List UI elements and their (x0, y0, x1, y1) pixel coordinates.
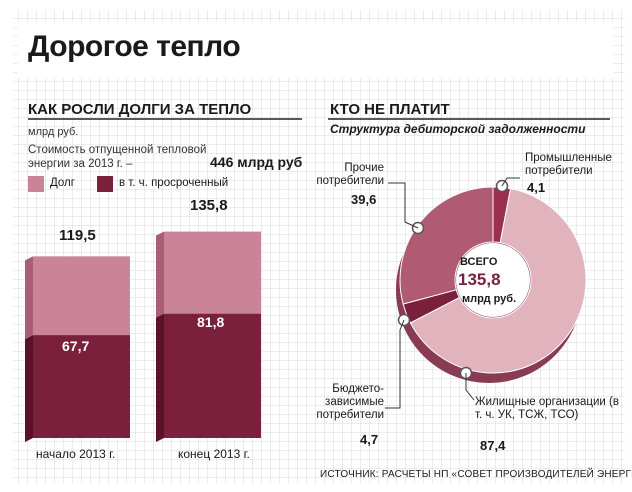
slice-label-other: Прочие потребители (316, 162, 384, 187)
pie-center-top: ВСЕГО (460, 256, 498, 268)
page-title: Дорогое тепло (28, 30, 241, 63)
pie-center-value: 135,8 (458, 270, 501, 289)
legend-swatch-overdue (97, 176, 113, 192)
pie-center-unit: млрд руб. (462, 293, 517, 305)
leader-budget (385, 319, 405, 409)
slice-label-households: Жилищные организации (в т. ч. УК, ТСЖ, Т… (475, 396, 619, 421)
legend-label-debt: Долг (50, 177, 75, 189)
category-label-start: начало 2013 г. (36, 447, 116, 461)
slice-value-budget: 4,7 (360, 432, 379, 447)
left-heading: КАК РОСЛИ ДОЛГИ ЗА ТЕПЛО (28, 101, 252, 118)
bar-side-debt-0 (25, 256, 33, 340)
bar-debt-0 (33, 256, 130, 336)
bar-label-debt-start: 119,5 (59, 227, 96, 244)
pie-chart (396, 179, 587, 383)
bar-label-debt-end: 135,8 (190, 197, 228, 214)
pie-leader-lines (385, 177, 520, 409)
bar-side-debt-1 (156, 231, 164, 318)
slice-other (399, 186, 494, 305)
slice-label-budget: Бюджето-зависимые потребители (316, 383, 384, 421)
category-label-end: конец 2013 г. (178, 447, 250, 461)
leader-industrial (501, 177, 520, 187)
title-panel (18, 22, 613, 78)
slice-value-households: 87,4 (480, 438, 506, 453)
left-note-total: 446 млрд руб (210, 154, 303, 170)
slice-label-industrial: Промышленные потребители (525, 152, 612, 177)
bar-chart (25, 231, 261, 442)
bar-debt-1 (164, 231, 261, 314)
slice-value-other: 39,6 (351, 192, 377, 207)
bar-side-overdue-1 (156, 313, 164, 442)
bar-label-overdue-end: 81,8 (197, 314, 225, 330)
legend-label-overdue: в т. ч. просроченный (119, 177, 229, 189)
left-note: Стоимость отпущенной тепловой энергии за… (28, 144, 207, 170)
legend-swatch-debt (28, 176, 44, 192)
bar-overdue-0 (33, 335, 130, 438)
donut-hole (456, 243, 530, 317)
left-unit: млрд руб. (28, 126, 79, 138)
bar-overdue-1 (164, 313, 261, 438)
leader-other (388, 182, 419, 229)
source-note: ИСТОЧНИК: РАСЧЕТЫ НП «СОВЕТ ПРОИЗВОДИТЕЛ… (320, 469, 632, 480)
right-subtitle: Структура дебиторской задолженности (330, 122, 586, 136)
right-heading: КТО НЕ ПЛАТИТ (330, 101, 450, 118)
bar-side-overdue-0 (25, 335, 33, 442)
bar-label-overdue-start: 67,7 (62, 338, 90, 354)
slice-households (409, 188, 587, 374)
slice-value-industrial: 4,1 (527, 180, 546, 195)
leader-households (465, 373, 475, 401)
